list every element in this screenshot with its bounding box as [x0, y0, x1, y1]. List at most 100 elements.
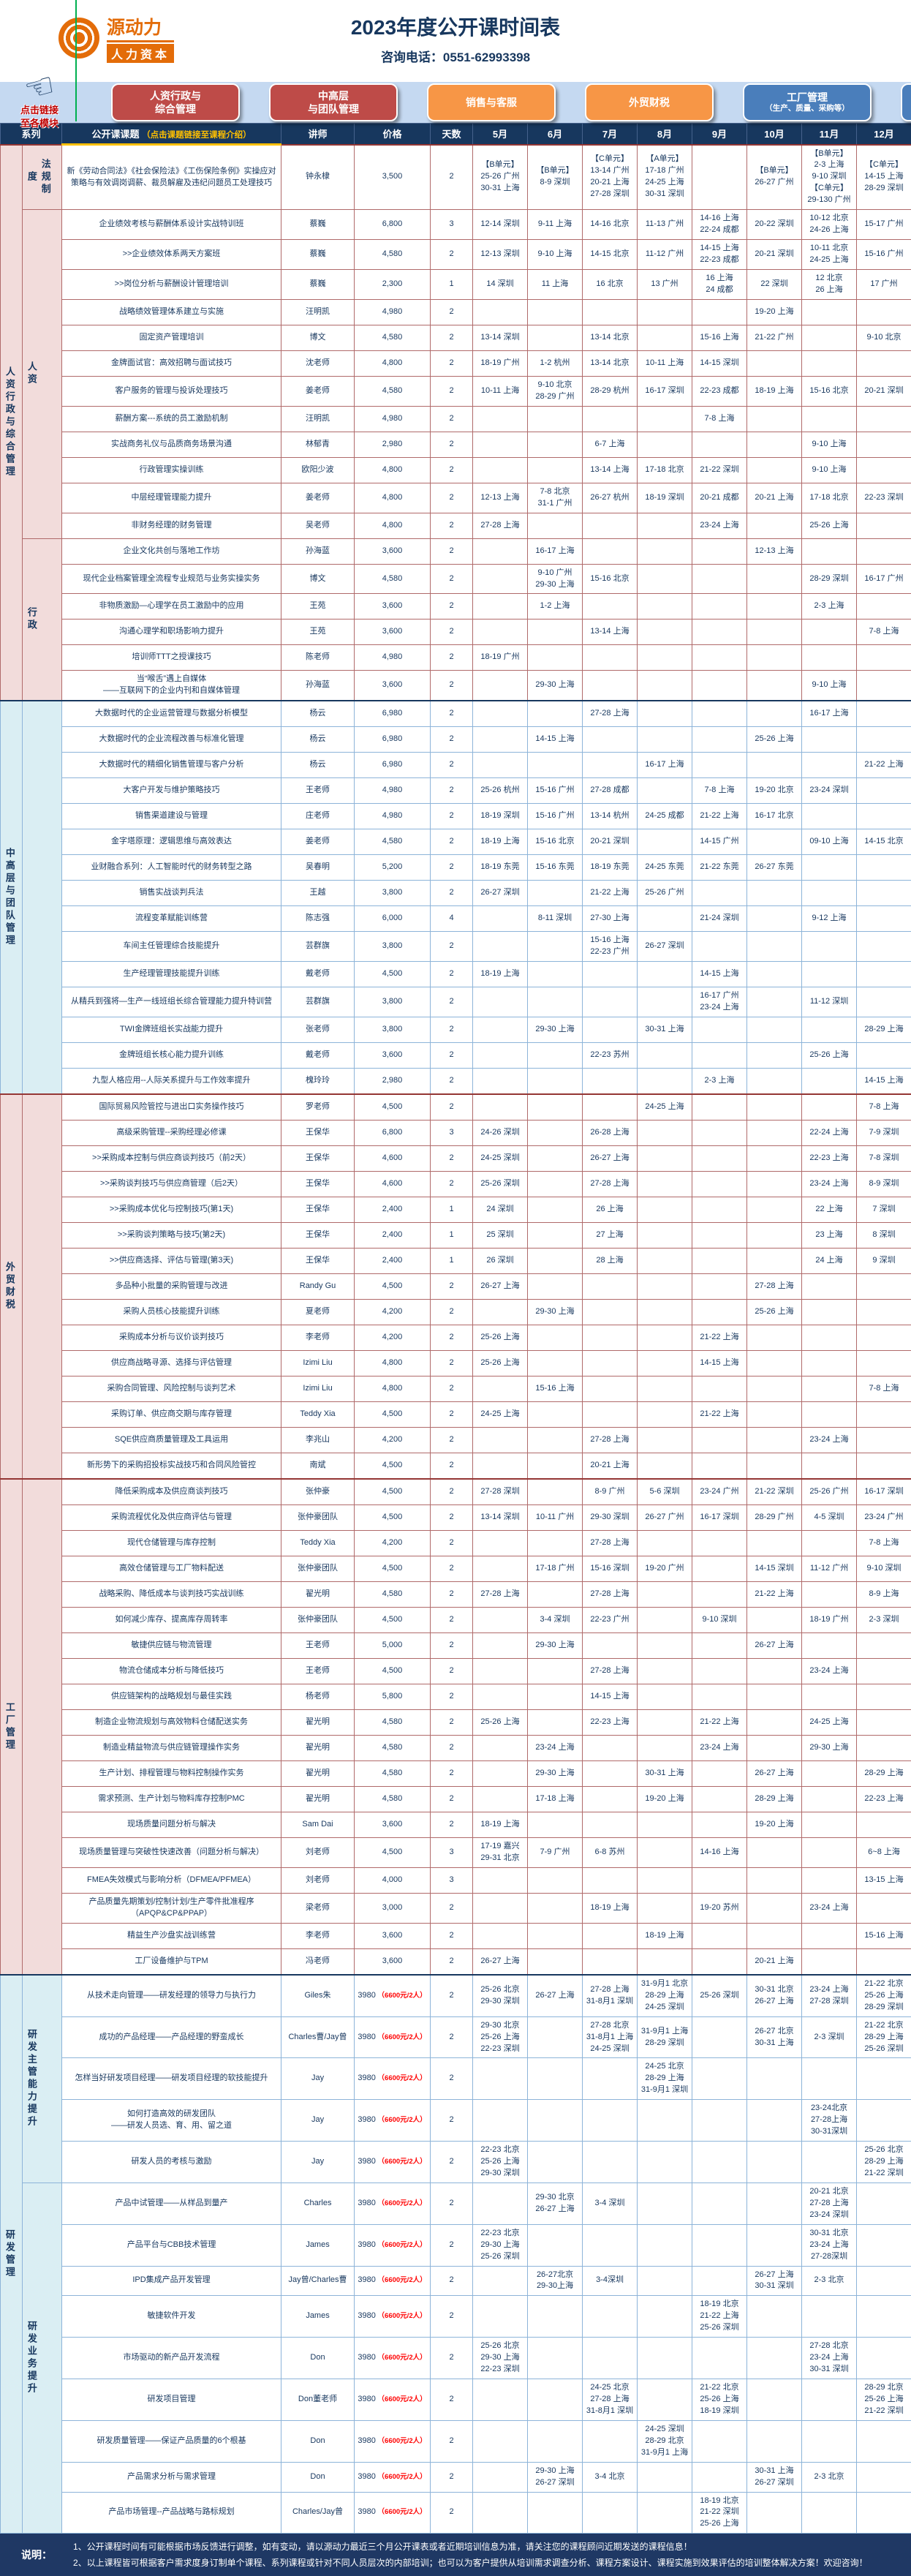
course-title-cell[interactable]: FMEA失效模式与影响分析（DFMEA/PFMEA）: [62, 1867, 281, 1893]
course-title-cell[interactable]: 现场质量管理与突破性快速改善（问题分析与解决）: [62, 1838, 281, 1868]
course-title-cell[interactable]: 企业文化共创与落地工作坊: [62, 538, 281, 564]
course-title-cell[interactable]: 非物质激励—心理学在员工激励中的应用: [62, 594, 281, 619]
course-title-cell[interactable]: 市场驱动的新产品开发流程: [62, 2338, 281, 2379]
nav-button-4[interactable]: 外贸财税: [585, 83, 714, 121]
course-title-cell[interactable]: SQE供应商质量管理及工具运用: [62, 1428, 281, 1453]
course-title-cell[interactable]: IPD集成产品开发管理: [62, 2266, 281, 2296]
course-title-cell[interactable]: 新形势下的采购招投标实战技巧和合同风险管控: [62, 1453, 281, 1480]
course-title-cell[interactable]: >>企业绩效体系两天方案班: [62, 240, 281, 270]
course-title-cell[interactable]: 研发质量管理——保证产品质量的6个根基: [62, 2420, 281, 2462]
price-value: 4,500: [382, 1409, 403, 1418]
course-title-cell[interactable]: 精益生产沙盘实战训练营: [62, 1923, 281, 1948]
course-title-cell[interactable]: 培训师TTT之授课技巧: [62, 645, 281, 671]
course-title-cell[interactable]: 生产计划、排程管理与物料控制操作实务: [62, 1761, 281, 1787]
days-cell: 2: [431, 2462, 473, 2492]
course-title-cell[interactable]: 多品种小批量的采购管理与改进: [62, 1274, 281, 1300]
schedule-cell-month-10: [747, 1146, 802, 1172]
course-title-cell[interactable]: 大客户开发与维护策略技巧: [62, 778, 281, 804]
course-title-cell[interactable]: 供应链架构的战略规划与最佳实践: [62, 1684, 281, 1710]
course-title-cell[interactable]: 实战商务礼仪与品质商务场景沟通: [62, 432, 281, 457]
course-title-cell[interactable]: 行政管理实操训练: [62, 457, 281, 483]
course-title-cell[interactable]: 采购合同管理、风险控制与谈判艺术: [62, 1376, 281, 1402]
course-title-cell[interactable]: 如何打造高效的研发团队 ——研发人员选、育、用、留之道: [62, 2100, 281, 2142]
course-title-cell[interactable]: 金字塔原理：逻辑思维与高效表达: [62, 829, 281, 855]
course-title-cell[interactable]: 战略采购、降低成本与谈判技巧实战训练: [62, 1582, 281, 1608]
course-title-cell[interactable]: 中层经理管理能力提升: [62, 483, 281, 513]
course-title-cell[interactable]: 制造企业物流规划与高效物料仓储配送实务: [62, 1710, 281, 1736]
course-title-cell[interactable]: 高级采购管理--采购经理必修课: [62, 1121, 281, 1146]
course-title-cell[interactable]: 业财融合系列：人工智能时代的财务转型之路: [62, 855, 281, 881]
schedule-cell-month-9: [692, 1761, 747, 1787]
course-title-cell[interactable]: 工厂设备维护与TPM: [62, 1948, 281, 1975]
course-title-cell[interactable]: 采购成本分析与议价谈判技巧: [62, 1325, 281, 1351]
course-title-cell[interactable]: 研发人员的考核与激励: [62, 2142, 281, 2183]
nav-button-3[interactable]: 销售与客服: [427, 83, 556, 121]
course-title-cell[interactable]: 销售实战谈判兵法: [62, 881, 281, 906]
price-cell: 3980 （6600元/2人）: [355, 2296, 431, 2338]
course-title-cell[interactable]: >>岗位分析与薪酬设计管理培训: [62, 269, 281, 299]
course-title-cell[interactable]: 销售渠道建设与管理: [62, 804, 281, 829]
course-title-cell[interactable]: 大数据时代的企业运营管理与数据分析模型: [62, 701, 281, 727]
course-title-cell[interactable]: 现场质量问题分析与解决: [62, 1812, 281, 1838]
course-title-cell[interactable]: 客户服务的管理与投诉处理技巧: [62, 376, 281, 406]
course-title-cell[interactable]: >>采购谈判技巧与供应商管理（后2天）: [62, 1172, 281, 1197]
course-title-cell[interactable]: 产品需求分析与需求管理: [62, 2462, 281, 2492]
course-title-cell[interactable]: 采购流程优化及供应商评估与管理: [62, 1505, 281, 1531]
schedule-cell-month-9: [692, 1812, 747, 1838]
course-title-cell[interactable]: 非财务经理的财务管理: [62, 513, 281, 538]
course-title-cell[interactable]: 高效仓储管理与工厂物料配送: [62, 1556, 281, 1582]
course-title-cell[interactable]: 产品平台与CBB技术管理: [62, 2224, 281, 2266]
course-title-cell[interactable]: 成功的产品经理——产品经理的野蛮成长: [62, 2016, 281, 2058]
course-title-cell[interactable]: 生产经理管理技能提升训练: [62, 962, 281, 987]
course-title-cell[interactable]: 国际贸易风险管控与进出口实务操作技巧: [62, 1094, 281, 1121]
course-title-cell[interactable]: 金牌班组长核心能力提升训练: [62, 1043, 281, 1069]
nav-button-1[interactable]: 人资行政与 综合管理: [111, 83, 240, 121]
course-title-cell[interactable]: 供应商战略寻源、选择与评估管理: [62, 1351, 281, 1376]
course-title-cell[interactable]: 薪酬方案---系统的员工激励机制: [62, 406, 281, 432]
course-title-cell[interactable]: 九型人格应用--人际关系提升与工作效率提升: [62, 1069, 281, 1095]
course-title-cell[interactable]: 企业绩效考核与薪酬体系设计实战特训班: [62, 210, 281, 240]
course-title-cell[interactable]: 制造业精益物流与供应链管理操作实务: [62, 1736, 281, 1761]
nav-button-6[interactable]: 研发管理: [901, 83, 911, 121]
course-title-cell[interactable]: 当“喉舌”遇上自媒体 ——互联网下的企业内刊和自媒体管理: [62, 671, 281, 701]
course-title-cell[interactable]: 需求预测、生产计划与物料库存控制PMC: [62, 1787, 281, 1812]
course-title-cell[interactable]: 降低采购成本及供应商谈判技巧: [62, 1479, 281, 1505]
nav-button-2[interactable]: 中高层 与团队管理: [269, 83, 398, 121]
course-title-cell[interactable]: 物流仓储成本分析与降低技巧: [62, 1659, 281, 1684]
course-title-cell[interactable]: 产品中试管理——从样品到量产: [62, 2183, 281, 2224]
course-title-cell[interactable]: 如何减少库存、提高库存周转率: [62, 1608, 281, 1633]
course-title-cell[interactable]: 车间主任管理综合技能提升: [62, 932, 281, 962]
course-title-cell[interactable]: 沟通心理学和职场影响力提升: [62, 619, 281, 645]
course-title-cell[interactable]: 从技术走向管理——研发经理的领导力与执行力: [62, 1975, 281, 2016]
course-title-cell[interactable]: 从精兵到强将—生产一线班组长综合管理能力提升特训营: [62, 987, 281, 1017]
course-title-cell[interactable]: TWI金牌班组长实战能力提升: [62, 1017, 281, 1043]
course-title-cell[interactable]: 敏捷供应链与物流管理: [62, 1633, 281, 1659]
course-title-cell[interactable]: 敏捷软件开发: [62, 2296, 281, 2338]
course-title-cell[interactable]: 怎样当好研发项目经理——研发项目经理的软技能提升: [62, 2058, 281, 2100]
course-title-cell[interactable]: 产品市场管理--产品战略与路标规划: [62, 2492, 281, 2534]
price-value: 2,980: [382, 440, 403, 448]
course-title-cell[interactable]: 金牌面试官：高效招聘与面试技巧: [62, 350, 281, 376]
course-title-cell[interactable]: 现代企业档案管理全流程专业规范与业务实操实务: [62, 564, 281, 594]
course-title-cell[interactable]: 固定资产管理培训: [62, 325, 281, 350]
schedule-cell-month-11: [802, 1923, 857, 1948]
course-title-cell[interactable]: >>采购成本控制与供应商谈判技巧（前2天）: [62, 1146, 281, 1172]
course-title-cell[interactable]: 采购人员核心技能提升训练: [62, 1300, 281, 1325]
course-title-cell[interactable]: >>供应商选择、评估与管理(第3天): [62, 1249, 281, 1274]
course-title-cell[interactable]: 采购订单、供应商交期与库存管理: [62, 1402, 281, 1428]
price-note: （6600元/2人）: [376, 2116, 427, 2124]
course-title-cell[interactable]: >>采购成本优化与控制技巧(第1天): [62, 1197, 281, 1223]
course-title-cell[interactable]: 研发项目管理: [62, 2379, 281, 2421]
course-title-cell[interactable]: >>采购谈判策略与技巧(第2天): [62, 1223, 281, 1249]
nav-button-5[interactable]: 工厂管理（生产、质量、采购等）: [743, 83, 872, 121]
course-title-cell[interactable]: 新《劳动合同法》《社会保险法》《工伤保险条例》实操应对策略与有效调岗调薪、裁员解…: [62, 145, 281, 210]
course-title-cell[interactable]: 产品质量先期策划/控制计划/生产零件批准程序 （APQP&CP&PPAP）: [62, 1893, 281, 1923]
course-title-cell[interactable]: 大数据时代的企业流程改善与标准化管理: [62, 727, 281, 753]
course-title-cell[interactable]: 战略绩效管理体系建立与实施: [62, 299, 281, 325]
course-title-cell[interactable]: 现代仓储管理与库存控制: [62, 1531, 281, 1556]
course-title-cell[interactable]: 大数据时代的精细化销售管理与客户分析: [62, 753, 281, 778]
course-title-cell[interactable]: 流程变革赋能训练营: [62, 906, 281, 932]
